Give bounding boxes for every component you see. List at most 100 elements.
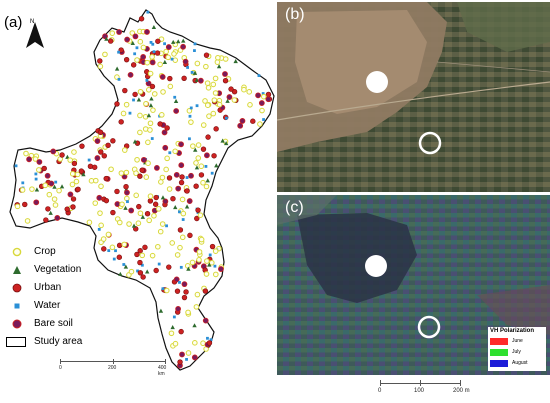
urban-point (153, 267, 159, 274)
crop-point (195, 142, 202, 148)
vegetation-point (207, 262, 212, 267)
crop-point (184, 263, 191, 269)
scale-tick (420, 380, 421, 386)
crop-point (126, 221, 132, 227)
crop-point (128, 268, 135, 275)
urban-point (110, 209, 116, 216)
water-point (179, 265, 183, 269)
urban-point (177, 227, 184, 233)
water-point (107, 249, 111, 253)
crop-point (158, 179, 164, 185)
scale-label: 200 m (453, 388, 470, 394)
vegetation-point (192, 70, 198, 75)
vegetation-point (148, 103, 154, 108)
vegetation-point (173, 204, 178, 210)
water-point (21, 181, 25, 185)
crop-point (133, 192, 140, 199)
urban-point (157, 121, 163, 127)
water-point (146, 10, 150, 14)
crop-point (200, 179, 206, 186)
crop-point (200, 122, 207, 128)
crop-point (98, 222, 104, 229)
water-point (190, 70, 194, 74)
bare-soil-point (173, 276, 180, 283)
urban-point (166, 264, 172, 270)
urban-point (149, 83, 156, 90)
urban-point (101, 246, 107, 252)
crop-point (147, 70, 154, 77)
bare-soil-point (202, 317, 209, 324)
urban-point (202, 288, 209, 294)
water-point (161, 287, 165, 291)
crop-point (124, 195, 130, 202)
urban-point (228, 86, 234, 92)
crop-point (172, 340, 179, 347)
crop-point (19, 187, 26, 193)
crop-point (69, 171, 76, 177)
crop-point (246, 89, 253, 95)
bare-soil-point (96, 194, 103, 201)
panel-c-label: (c) (285, 199, 304, 216)
crop-point (151, 91, 158, 97)
urban-point (116, 254, 123, 260)
legend-label: Vegetation (34, 264, 82, 275)
urban-point (144, 211, 151, 217)
crop-point (97, 210, 103, 216)
urban-point (123, 56, 130, 63)
bare-soil-point (54, 215, 61, 221)
crop-point (159, 221, 166, 227)
bare-soil-point (218, 266, 224, 272)
legend-item-water: Water (6, 298, 146, 316)
crop-point (163, 48, 169, 55)
crop-point (147, 127, 153, 133)
urban-point (142, 244, 148, 251)
bare-soil-point (191, 354, 198, 361)
vegetation-point (158, 308, 164, 313)
crop-point (98, 183, 104, 190)
crop-point (259, 107, 265, 114)
bare-soil-point (26, 156, 32, 163)
bare-soil-point (140, 156, 147, 163)
urban-point (187, 232, 193, 239)
crop-point (14, 203, 21, 210)
scale-bar-km: 0 200 400 km (59, 357, 170, 377)
vegetation-point (145, 269, 150, 274)
crop-point (180, 210, 187, 217)
bare-soil-point (116, 29, 122, 35)
vh-legend-label: June (512, 338, 523, 344)
urban-point (45, 206, 51, 212)
crop-point (202, 98, 208, 104)
scale-tick (165, 359, 166, 364)
crop-point (134, 57, 140, 63)
urban-point (194, 215, 200, 222)
urban-point (213, 126, 219, 132)
vh-legend-label: August (512, 360, 528, 366)
bare-soil-point (173, 108, 180, 114)
crop-point (147, 193, 154, 200)
crop-point (260, 93, 267, 100)
urban-point (205, 134, 211, 140)
square-icon (14, 303, 20, 309)
bare-soil-point (124, 36, 131, 43)
urban-point (138, 16, 145, 22)
crop-point (23, 150, 29, 157)
vegetation-point (173, 98, 179, 103)
crop-point (196, 249, 203, 255)
bare-soil-point (175, 185, 182, 192)
bare-soil-point (178, 162, 185, 169)
map-legend: Crop Vegetation Urban Water Bare soil St… (6, 244, 146, 352)
crop-point (197, 212, 204, 218)
urban-point (91, 164, 98, 170)
crop-point (109, 244, 116, 251)
urban-point (136, 203, 142, 210)
crop-point (174, 252, 181, 258)
urban-point (174, 288, 181, 294)
bare-soil-point (162, 198, 169, 205)
bare-soil-point (114, 201, 121, 207)
scale-label: 0 (59, 365, 62, 371)
urban-point (75, 186, 81, 193)
crop-point (123, 169, 130, 176)
sample-points (14, 10, 273, 369)
crop-point (143, 174, 150, 180)
crop-point (92, 200, 99, 206)
